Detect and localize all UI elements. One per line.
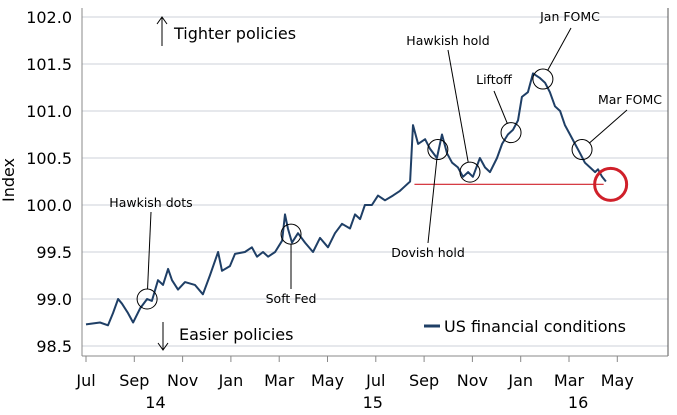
x-tick-label: Jul [365, 371, 385, 390]
y-tick-label: 98.5 [36, 337, 72, 356]
legend-label: US financial conditions [444, 317, 626, 336]
annotation-circle [532, 68, 554, 90]
y-axis-label: Index [0, 158, 18, 202]
x-tick-label: May [601, 371, 634, 390]
annotation-label: Liftoff [476, 72, 512, 87]
easier-policies-label: Easier policies [179, 325, 293, 344]
annotation-label: Dovish hold [391, 245, 465, 260]
annotation-leader [493, 90, 508, 124]
annotation-leader [547, 27, 572, 71]
annotation-label: Soft Fed [266, 291, 317, 306]
annotation-label: Mar FOMC [598, 92, 662, 107]
year-label: 15 [363, 393, 383, 412]
annotation-circle [280, 223, 302, 245]
down-arrow-head-icon [157, 342, 169, 351]
year-label: 16 [568, 393, 588, 412]
annotation-circle [500, 122, 522, 144]
year-label: 14 [145, 393, 165, 412]
annotation-circle [427, 139, 449, 161]
tighter-policies-label: Tighter policies [173, 24, 296, 43]
annotation-leader [589, 109, 628, 144]
y-tick-label: 101.0 [26, 102, 72, 121]
up-arrow-head-icon [156, 16, 168, 25]
legend: US financial conditions [424, 317, 626, 336]
x-tick-label: May [311, 371, 344, 390]
x-tick-label: Nov [457, 371, 488, 390]
highlight-circle [593, 166, 629, 202]
x-tick-label: Jul [75, 371, 95, 390]
x-tick-label: Jan [218, 371, 244, 390]
y-tick-label: 99.0 [36, 290, 72, 309]
annotation-circle [571, 139, 593, 161]
y-tick-label: 101.5 [26, 55, 72, 74]
annotation-leader [427, 159, 438, 244]
annotation-label: Hawkish hold [406, 33, 489, 48]
x-tick-label: Nov [167, 371, 198, 390]
x-tick-label: Mar [264, 371, 295, 390]
annotation-circle [136, 288, 158, 310]
x-tick-label: Mar [554, 371, 585, 390]
easier-note: Easier policies [157, 322, 293, 351]
y-tick-label: 100.0 [26, 196, 72, 215]
x-tick-label: Sep [409, 371, 439, 390]
y-tick-label: 99.5 [36, 243, 72, 262]
annotation-leader [147, 211, 152, 290]
annotation-label: Jan FOMC [539, 9, 600, 24]
tighter-note: Tighter policies [156, 16, 296, 46]
y-tick-label: 100.5 [26, 149, 72, 168]
x-tick-label: Jan [507, 371, 533, 390]
annotation-label: Hawkish dots [109, 195, 192, 210]
annotation-leader [447, 49, 469, 163]
annotation-circle [459, 161, 481, 183]
y-tick-label: 102.0 [26, 8, 72, 27]
x-tick-label: Sep [119, 371, 149, 390]
